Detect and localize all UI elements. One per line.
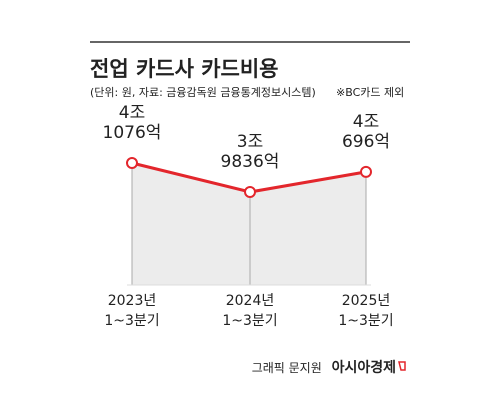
credit-text: 그래픽 문지원: [252, 361, 322, 375]
value-label-line: 696억: [342, 132, 390, 152]
value-label-line: 9836억: [221, 152, 280, 172]
value-label: 4조 1076억: [103, 103, 162, 143]
x-tick-label: 2024년 1~3분기: [222, 293, 277, 329]
value-label-line: 1076억: [103, 123, 162, 143]
value-label-line: 4조: [353, 112, 379, 132]
x-tick-label-line: 2024년: [226, 293, 275, 309]
point: [360, 165, 372, 178]
value-label-line: 4조: [119, 103, 145, 123]
x-tick-label: 2023년 1~3분기: [104, 293, 159, 329]
value-label: 4조 696억: [342, 112, 390, 152]
x-tick-label-line: 2023년: [108, 293, 157, 309]
x-tick-label-line: 1~3분기: [222, 313, 277, 329]
x-tick-label-line: 1~3분기: [338, 313, 393, 329]
point: [244, 186, 256, 198]
credit: 그래픽 문지원 아시아경제: [252, 359, 396, 376]
note: ※BC카드 제외: [336, 86, 404, 99]
x-tick-label-line: 2025년: [342, 293, 391, 309]
value-label: 3조 9836억: [221, 132, 280, 172]
value-label-line: 3조: [237, 132, 263, 152]
x-tick-label-line: 1~3분기: [104, 313, 159, 329]
x-tick-label: 2025년 1~3분기: [338, 293, 393, 329]
logo-icon: [398, 361, 406, 371]
subtitle: (단위: 원, 자료: 금융감독원 금융통계정보시스템): [90, 86, 316, 99]
point: [126, 157, 138, 169]
area: [132, 163, 366, 285]
source-text: 아시아경제: [332, 359, 396, 376]
chart-title: 전업 카드사 카드비용: [90, 57, 279, 81]
